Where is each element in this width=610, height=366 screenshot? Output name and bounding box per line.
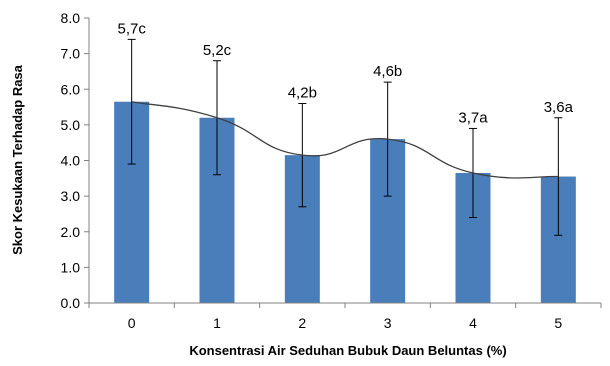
data-label-5: 3,6a: [544, 99, 574, 116]
y-tick-label: 5.0: [61, 117, 81, 133]
data-label-2: 4,2b: [288, 85, 317, 102]
data-label-0: 5,7c: [117, 20, 146, 37]
x-tick-label: 4: [469, 315, 477, 331]
data-label-3: 4,6b: [373, 63, 402, 80]
x-tick-label: 3: [384, 315, 392, 331]
y-tick-label: 0.0: [61, 295, 81, 311]
y-tick-label: 3.0: [61, 188, 81, 204]
y-tick-label: 4.0: [61, 153, 81, 169]
error-bars-group: [127, 38, 563, 236]
data-labels-group: 5,7c 5,2c 4,2b 4,6b 3,7a 3,6a: [117, 20, 573, 126]
trend-curve: [131, 101, 559, 179]
x-tick-label: 5: [554, 315, 562, 331]
y-axis-label: Skor Kesukaan Terhadap Rasa: [10, 64, 25, 255]
x-tick-label: 0: [128, 315, 136, 331]
y-tick-label: 1.0: [61, 259, 81, 275]
y-tick-label: 8.0: [61, 10, 81, 26]
x-tick-label: 1: [213, 315, 221, 331]
data-label-1: 5,2c: [203, 42, 232, 59]
bars-group: [114, 101, 576, 303]
data-label-4: 3,7a: [458, 109, 488, 126]
x-axis-label: Konsentrasi Air Seduhan Bubuk Daun Belun…: [189, 343, 506, 358]
axes-group: 0.0 1.0 2.0 3.0 4.0 5.0 6.0 7.0 8.0 0 1 2 3 4 5: [61, 10, 602, 331]
x-tick-label: 2: [298, 315, 306, 331]
y-tick-label: 6.0: [61, 81, 81, 97]
y-tick-label: 7.0: [61, 46, 81, 62]
y-tick-label: 2.0: [61, 224, 81, 240]
